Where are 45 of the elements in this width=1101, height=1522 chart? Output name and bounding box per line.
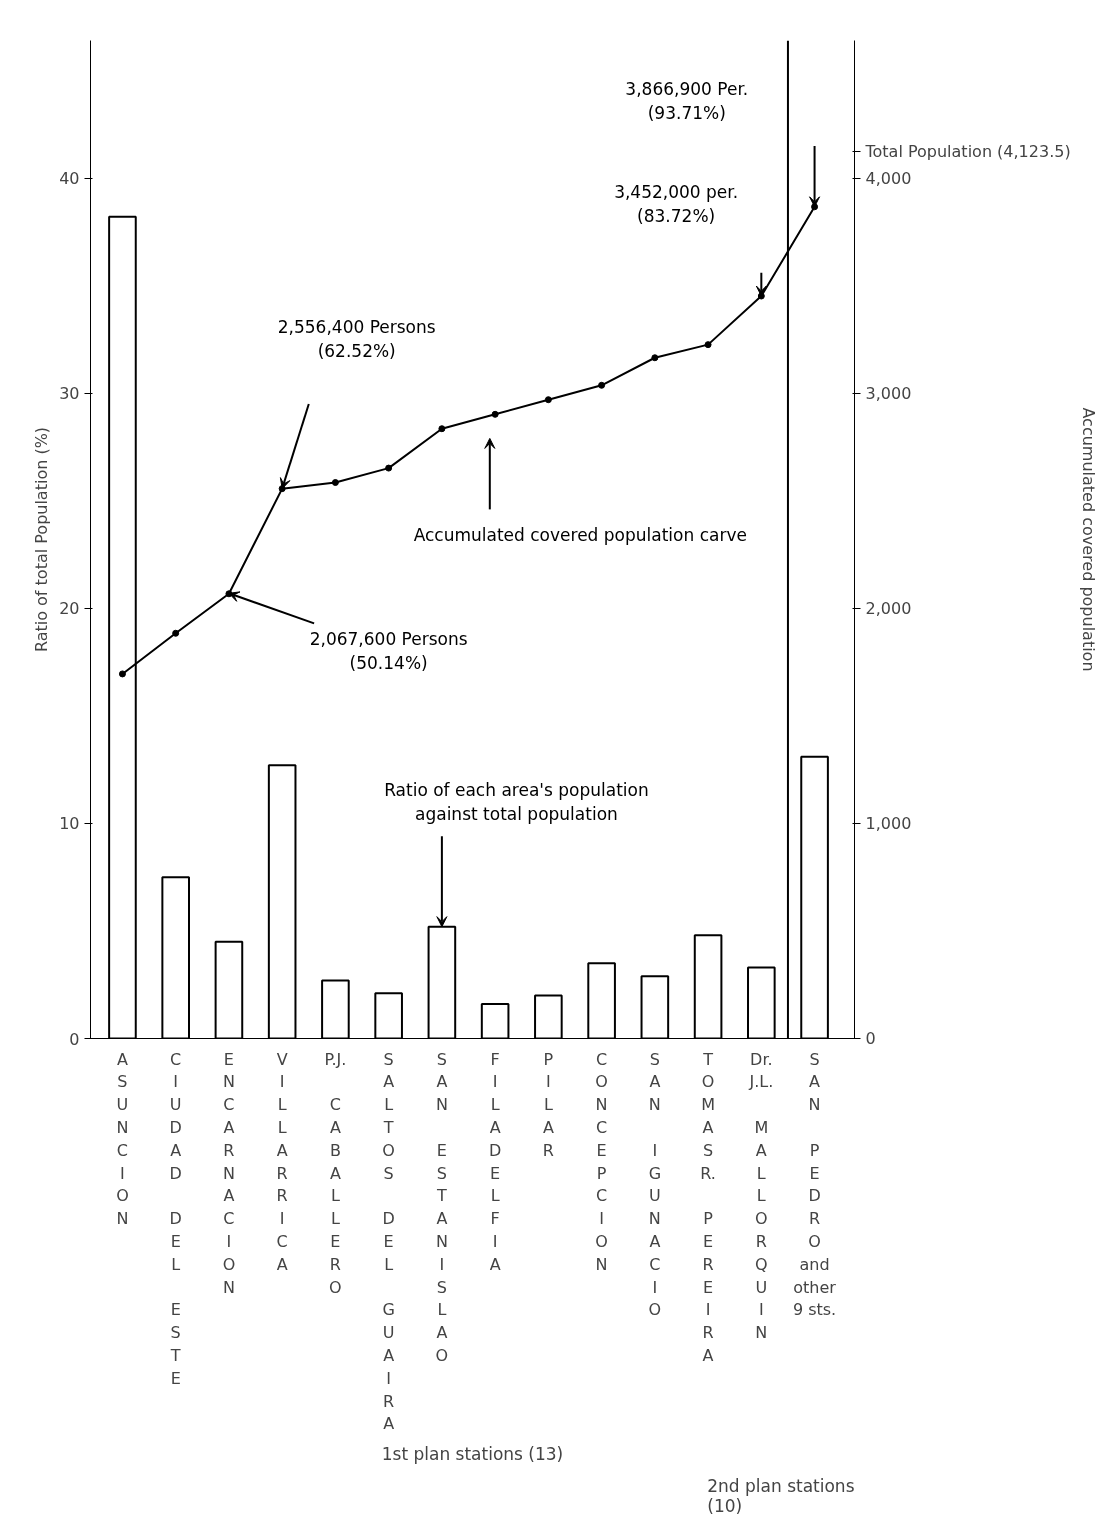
y-tick-label: 40 — [59, 169, 80, 189]
y-tick-label: 20 — [59, 599, 80, 619]
category-label: P.J. CABALLERO — [324, 1049, 347, 1297]
point — [491, 410, 499, 418]
point — [704, 341, 712, 349]
point — [172, 629, 180, 637]
category-label: FILADELFIA — [488, 1049, 502, 1274]
annotation: 2,556,400 Persons (62.52%) — [277, 317, 436, 362]
y2-axis-title: Accumulated covered population — [1078, 407, 1098, 672]
category-label: ENCARNACION — [222, 1049, 236, 1297]
y2-tick-label: 3,000 — [865, 383, 912, 403]
annotation: Ratio of each area's population against total population — [384, 779, 649, 824]
text: 2nd plan stations (10) — [707, 1475, 855, 1516]
point — [118, 670, 126, 678]
category-label: SAN IGUNACIO — [648, 1049, 662, 1320]
y-axis-title: Ratio of total Population (%) — [32, 426, 52, 653]
annotation: 3,866,900 Per. (93.71%) — [625, 78, 749, 123]
y-tick-label: 0 — [69, 1029, 80, 1049]
y2-tick-label: Total Population (4,123.5) — [864, 142, 1071, 162]
point — [438, 425, 446, 433]
y2-tick-label: 0 — [865, 1029, 876, 1048]
category-label: Dr. J.L. MALLORQUIN — [749, 1049, 774, 1343]
y-tick-label: 10 — [59, 814, 80, 834]
category-label: SALTOS DEL GUAIRA — [382, 1049, 395, 1434]
annotation: 2,067,600 Persons (50.14%) — [309, 629, 468, 674]
category-label: SAN PEDRO and other 9 sts. — [792, 1049, 837, 1320]
point — [331, 479, 339, 486]
point — [651, 354, 659, 362]
annotation: 3,452,000 per. (83.72%) — [614, 181, 739, 226]
y-tick-label: 30 — [59, 384, 80, 404]
point — [598, 381, 606, 389]
point — [385, 464, 393, 472]
y2-tick-label: 1,000 — [865, 813, 912, 833]
y2-tick-label: 4,000 — [865, 168, 912, 188]
point — [544, 396, 552, 404]
category-label: CONCEPCION — [595, 1049, 608, 1274]
text: 1st plan stations (13) — [381, 1443, 564, 1464]
category-label: CIUDAD DEL ESTE — [169, 1049, 182, 1388]
category-label: VILLARRICA — [276, 1049, 288, 1274]
category-label: TOMAS R. PEREIRA — [700, 1049, 716, 1365]
x-tick-label: ASUNCION — [116, 1049, 129, 1229]
y2-tick-label: 2,000 — [865, 598, 912, 618]
x-tick-label: PILAR — [542, 1049, 554, 1160]
category-label: SAN ESTANISLAO — [435, 1049, 449, 1365]
annotation: Accumulated covered population carve — [413, 525, 747, 546]
